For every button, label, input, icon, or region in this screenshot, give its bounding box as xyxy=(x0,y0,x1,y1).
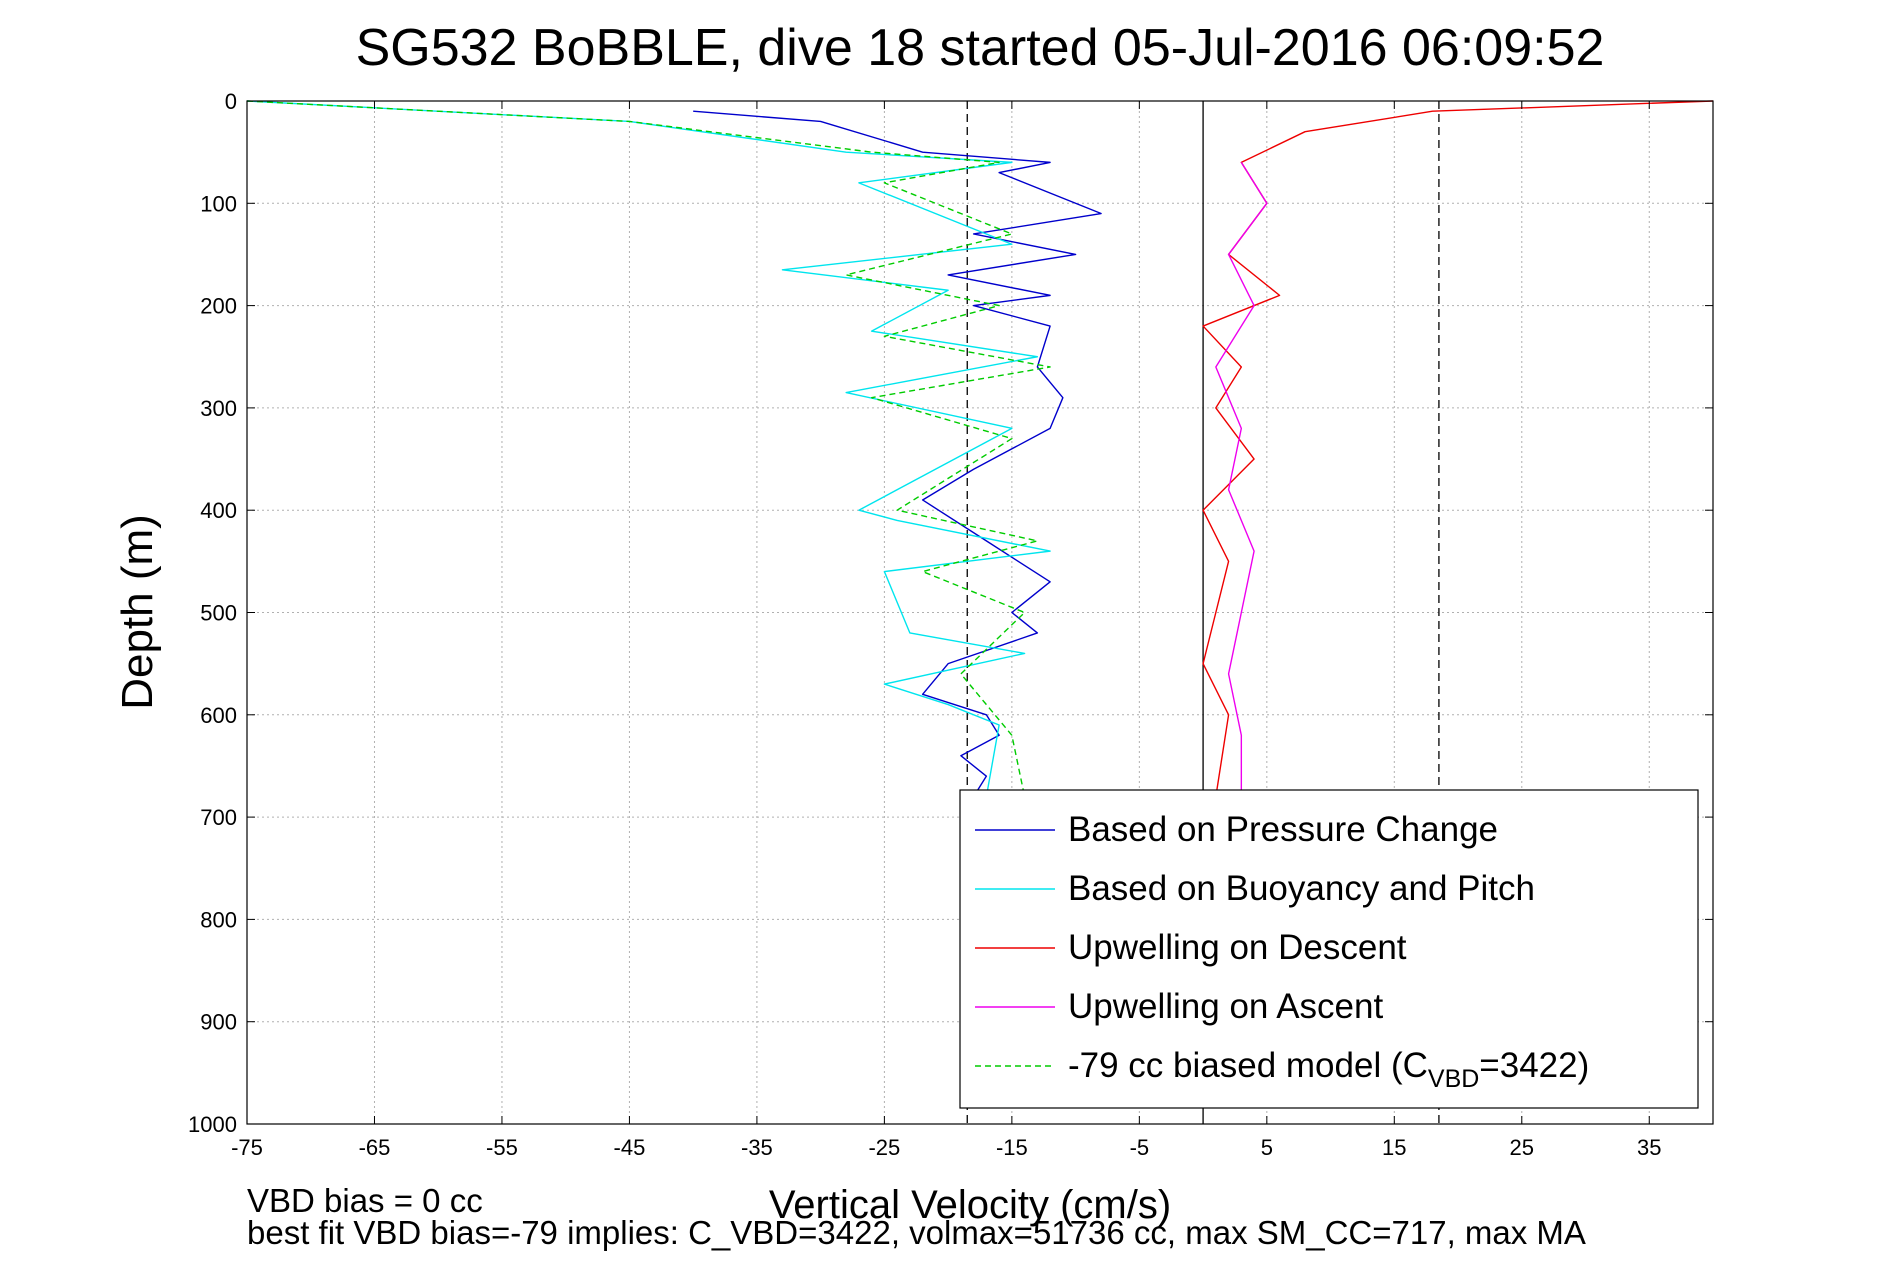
x-tick-label: -65 xyxy=(359,1135,391,1160)
y-tick-label: 500 xyxy=(200,601,237,626)
y-axis-label: Depth (m) xyxy=(113,514,162,710)
x-tick-label: -25 xyxy=(868,1135,900,1160)
y-tick-label: 1000 xyxy=(188,1112,237,1137)
y-tick-label: 400 xyxy=(200,498,237,523)
legend: Based on Pressure Change Based on Buoyanc… xyxy=(959,789,1699,1109)
y-tick-label: 800 xyxy=(200,907,237,932)
x-tick-label: 25 xyxy=(1510,1135,1534,1160)
y-tick-label: 300 xyxy=(200,396,237,421)
legend-label: Upwelling on Ascent xyxy=(1068,987,1383,1026)
x-axis-label: Vertical Velocity (cm/s) xyxy=(769,1183,1171,1227)
series-line-1 xyxy=(246,100,1051,797)
series-line-3 xyxy=(1215,162,1268,797)
legend-label: Upwelling on Descent xyxy=(1068,928,1407,967)
x-tick-label: 35 xyxy=(1637,1135,1661,1160)
chart-title: SG532 BoBBLE, dive 18 started 05-Jul-201… xyxy=(356,19,1605,77)
legend-box xyxy=(959,789,1699,1109)
footer-line-2: best fit VBD bias=-79 implies: C_VBD=342… xyxy=(247,1214,1586,1251)
x-tick-label: -45 xyxy=(614,1135,646,1160)
y-tick-label: 200 xyxy=(200,294,237,319)
footer-line-1: VBD bias = 0 cc xyxy=(247,1182,483,1219)
y-tick-label: 700 xyxy=(200,805,237,830)
axis-ticks: -75 -65 -55 -45 -35 -25 -15 -5 5 15 25 350100200300… xyxy=(188,89,1713,1160)
x-tick-label: -5 xyxy=(1130,1135,1150,1160)
x-tick-label: 5 xyxy=(1261,1135,1273,1160)
series-line-4 xyxy=(246,100,1051,797)
legend-label: Based on Pressure Change xyxy=(1068,810,1498,849)
data-series xyxy=(246,100,1714,818)
x-tick-label: -35 xyxy=(741,1135,773,1160)
y-tick-label: 900 xyxy=(200,1010,237,1035)
series-line-2 xyxy=(1202,100,1714,797)
legend-label: Based on Buoyancy and Pitch xyxy=(1068,869,1535,908)
y-tick-label: 100 xyxy=(200,191,237,216)
x-tick-label: -75 xyxy=(231,1135,263,1160)
x-tick-label: -55 xyxy=(486,1135,518,1160)
y-tick-label: 0 xyxy=(225,89,237,114)
legend-label: -79 cc biased model (CVBD=3422) xyxy=(1068,1046,1589,1093)
y-tick-label: 600 xyxy=(200,703,237,728)
x-tick-label: -15 xyxy=(996,1135,1028,1160)
x-tick-label: 15 xyxy=(1382,1135,1406,1160)
